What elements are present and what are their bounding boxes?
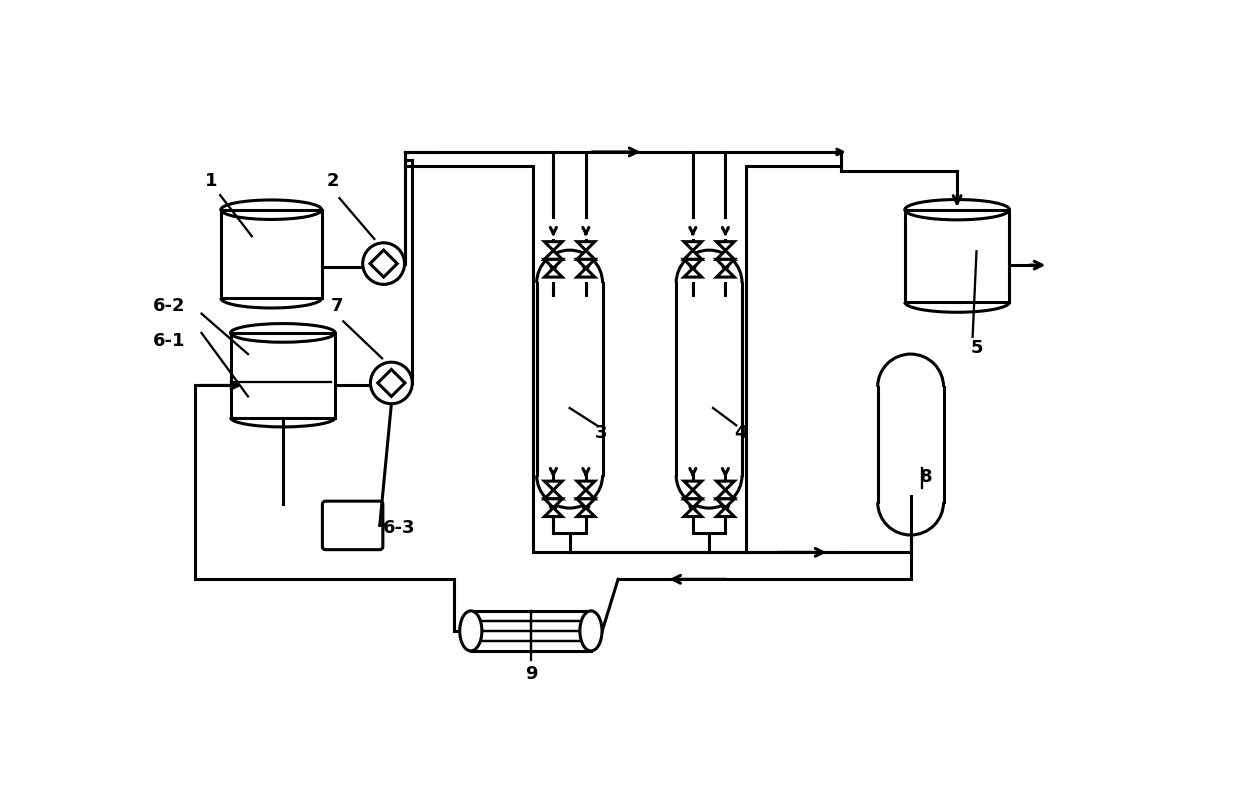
Polygon shape xyxy=(684,508,702,517)
Polygon shape xyxy=(717,481,734,490)
Polygon shape xyxy=(577,259,595,268)
Polygon shape xyxy=(544,498,562,508)
Circle shape xyxy=(371,362,412,403)
Polygon shape xyxy=(684,242,702,250)
Polygon shape xyxy=(717,508,734,517)
Polygon shape xyxy=(684,259,702,268)
Polygon shape xyxy=(717,490,734,498)
Polygon shape xyxy=(577,250,595,259)
Text: 6-3: 6-3 xyxy=(383,519,415,537)
Text: 8: 8 xyxy=(920,468,932,486)
Polygon shape xyxy=(684,268,702,277)
Polygon shape xyxy=(544,250,562,259)
Text: 4: 4 xyxy=(734,424,746,442)
Polygon shape xyxy=(717,498,734,508)
Polygon shape xyxy=(544,481,562,490)
Polygon shape xyxy=(577,498,595,508)
Text: 7: 7 xyxy=(331,297,343,315)
Polygon shape xyxy=(544,259,562,268)
Polygon shape xyxy=(544,242,562,250)
Ellipse shape xyxy=(460,611,482,651)
Polygon shape xyxy=(544,490,562,498)
Polygon shape xyxy=(577,268,595,277)
Circle shape xyxy=(362,243,404,284)
Polygon shape xyxy=(577,490,595,498)
Ellipse shape xyxy=(580,611,603,651)
Text: 3: 3 xyxy=(594,424,606,442)
Polygon shape xyxy=(577,481,595,490)
Polygon shape xyxy=(544,268,562,277)
Text: 6-2: 6-2 xyxy=(153,297,185,315)
Text: 2: 2 xyxy=(327,172,340,190)
Text: 5: 5 xyxy=(970,339,983,357)
Polygon shape xyxy=(684,490,702,498)
Polygon shape xyxy=(717,242,734,250)
Polygon shape xyxy=(577,508,595,517)
Polygon shape xyxy=(717,259,734,268)
Polygon shape xyxy=(684,250,702,259)
Text: 1: 1 xyxy=(205,172,217,190)
Polygon shape xyxy=(717,268,734,277)
Text: 9: 9 xyxy=(525,665,537,683)
Polygon shape xyxy=(544,508,562,517)
Polygon shape xyxy=(684,481,702,490)
Polygon shape xyxy=(717,250,734,259)
Polygon shape xyxy=(684,498,702,508)
Text: 6-1: 6-1 xyxy=(153,331,185,349)
Polygon shape xyxy=(577,242,595,250)
